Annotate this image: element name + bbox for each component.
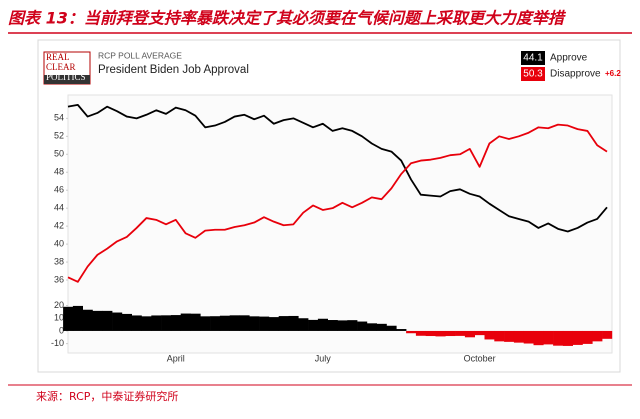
y-tick-label: 48 [54,167,64,177]
spread-bar [151,315,162,331]
y-tick-label: 38 [54,256,64,266]
spread-bar [523,330,534,344]
spread-bar [63,306,74,331]
report-title: 图表 13：当前拜登支持率暴跌决定了其必须要在气候问题上采取更大力度举措 [8,9,567,28]
spread-bar [239,315,250,331]
spread-bar [82,309,93,331]
spread-bar [592,330,603,342]
spread-bar [131,315,142,331]
spread-bar [259,316,270,331]
x-tick-label: April [167,353,185,363]
chart-title: President Biden Job Approval [98,64,249,76]
series-line [67,123,608,283]
spread-bar [298,318,309,331]
spread-bar [229,315,240,331]
y-tick-label: 50 [54,149,64,159]
spread-bar [582,330,593,344]
spread-bar [533,330,544,346]
spread-bar [170,315,181,331]
y-tick-label: 52 [54,131,64,141]
series-line [67,103,608,233]
spread-bar [249,316,260,331]
spread-tick-label: -10 [51,338,64,348]
spread-bar [210,316,221,331]
x-tick-label: July [315,353,332,363]
spread-bar [396,329,407,331]
spread-bar [455,330,466,336]
spread-bar [161,315,172,331]
subtitle: RCP POLL AVERAGE [98,50,182,60]
spread-bar [337,320,348,331]
logo-band [44,75,90,84]
spread-bar [102,310,113,331]
spread-bar [180,313,191,331]
spread-bar [92,310,103,331]
legend-label: Disapprove [550,69,601,80]
spread-bar [513,330,524,343]
legend-value: 44.1 [523,53,543,64]
spread-tick-label: 20 [54,300,64,310]
spread-bar [474,330,485,336]
spread-tick-label: 10 [54,313,64,323]
spread-bar [425,330,436,337]
spread-bar [357,321,368,331]
spread-bar [562,330,573,346]
spread-bar [435,330,446,337]
x-tick-label: October [464,353,496,363]
spread-bar [327,320,338,331]
spread-bar [484,330,495,340]
spread-bar [602,330,613,339]
legend-value: 50.3 [523,69,543,80]
legend-swatch [521,67,545,81]
y-tick-label: 54 [54,113,64,123]
y-tick-label: 40 [54,238,64,248]
spread-bar [72,305,83,331]
spread-bar [288,315,299,331]
spread-bar [200,316,211,331]
spread-bar [268,317,279,331]
spread-bar [406,330,417,334]
spread-bar [141,316,152,331]
legend-swatch [521,51,545,65]
spread-bar [464,330,475,338]
spread-bar [190,313,201,331]
spread-bar [317,318,328,331]
spread-bar [308,319,319,331]
spread-bar [415,330,426,336]
spread-bar [366,323,377,331]
spread-bar [386,325,397,331]
y-tick-label: 36 [54,274,64,284]
spread-bar [553,330,564,346]
logo-text: POLITICS [46,72,86,82]
spread-bar [572,330,583,345]
y-tick-label: 42 [54,221,64,231]
spread-bar [121,313,132,331]
y-tick-label: 46 [54,185,64,195]
plot-area [67,94,613,354]
spread-bar [219,315,230,331]
source: 来源：RCP，中泰证券研究所 [36,389,178,403]
spread-tick-label: 0 [59,325,64,335]
legend-label: Approve [550,53,588,64]
spread-label: +6.2 [605,69,621,78]
spread-bar [347,320,358,331]
spread-bar [543,330,554,345]
spread-bar [504,330,515,342]
spread-bar [445,330,456,337]
y-tick-label: 44 [54,203,64,213]
spread-bar [112,312,123,331]
logo-text: REAL [46,52,70,62]
logo-text: CLEAR [46,62,76,72]
spread-bar [376,323,387,331]
spread-bar [494,330,505,342]
spread-bar [278,316,289,331]
